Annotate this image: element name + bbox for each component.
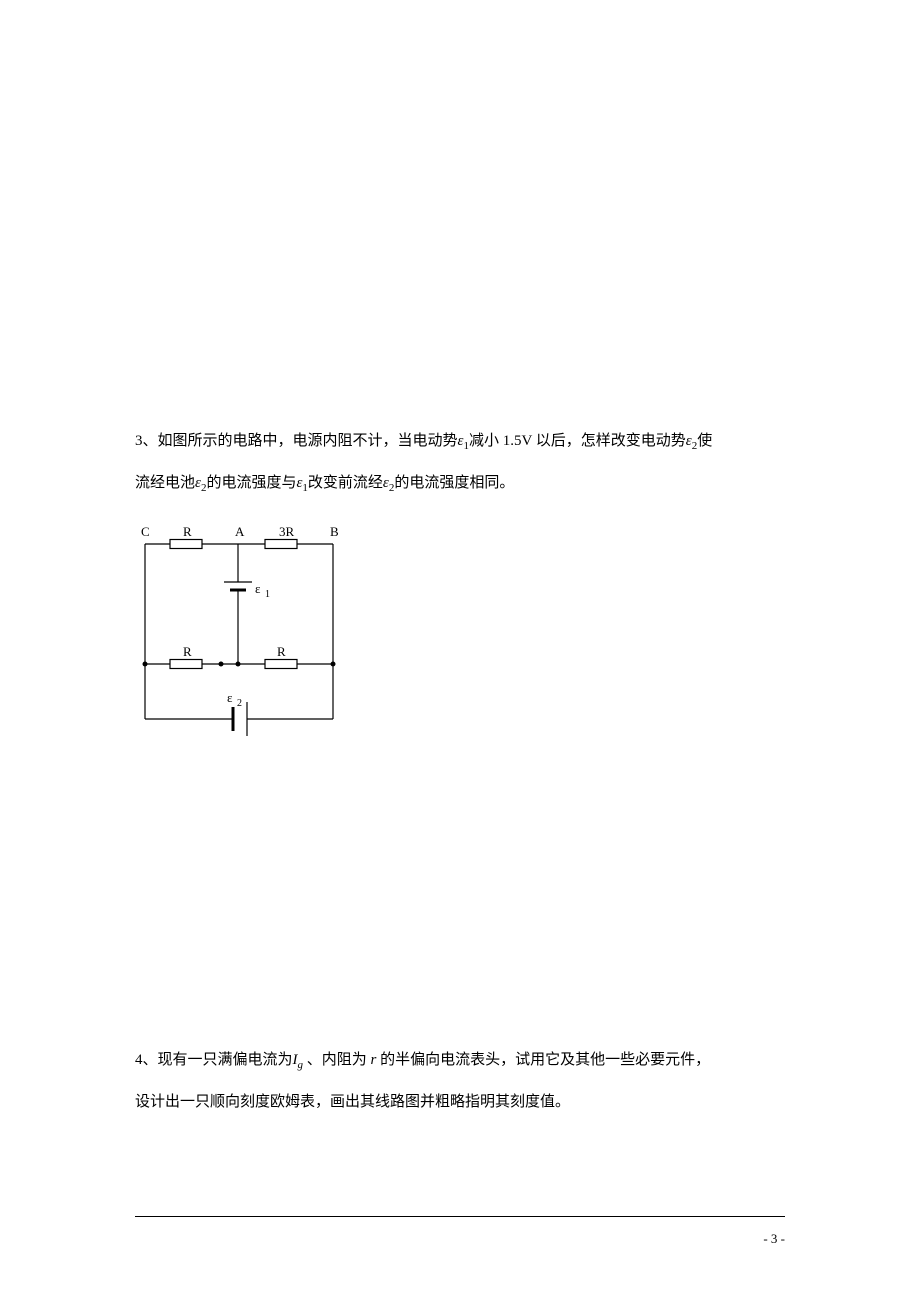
circuit-label-R3: R bbox=[277, 644, 286, 659]
p3-line1-part2: 减小 1.5V 以后，怎样改变电动势 bbox=[469, 433, 686, 449]
problem-3-number: 3、 bbox=[135, 433, 158, 449]
p3-line2-part3: 改变前流经 bbox=[308, 475, 383, 491]
page-number: - 3 - bbox=[763, 1231, 785, 1247]
p3-line1-part3: 使 bbox=[697, 433, 712, 449]
circuit-label-A: A bbox=[235, 524, 245, 539]
p4-part1: 现有一只满偏电流为 bbox=[158, 1052, 293, 1068]
circuit-label-C: C bbox=[141, 524, 150, 539]
circuit-label-R1: R bbox=[183, 524, 192, 539]
p3-line2-part4: 的电流强度相同。 bbox=[394, 475, 514, 491]
problem-3: 3、如图所示的电路中，电源内阻不计，当电动势ε1减小 1.5V 以后，怎样改变电… bbox=[135, 420, 785, 759]
page-footer bbox=[135, 1216, 785, 1217]
circuit-eps2-label: ε bbox=[227, 690, 233, 705]
problem-4-number: 4、 bbox=[135, 1052, 158, 1068]
circuit-label-3R: 3R bbox=[279, 524, 295, 539]
problem-4-text: 4、现有一只满偏电流为Ig 、内阻为 r 的半偏向电流表头，试用它及其他一些必要… bbox=[135, 1039, 785, 1081]
problem-3-text: 3、如图所示的电路中，电源内阻不计，当电动势ε1减小 1.5V 以后，怎样改变电… bbox=[135, 420, 785, 462]
circuit-eps1-sub: 1 bbox=[265, 589, 270, 600]
circuit-label-B: B bbox=[330, 524, 339, 539]
Ig-sub: g bbox=[298, 1059, 304, 1071]
p3-line1-part1: 如图所示的电路中，电源内阻不计，当电动势 bbox=[158, 433, 458, 449]
p4-part3: 的半偏向电流表头，试用它及其他一些必要元件， bbox=[380, 1052, 710, 1068]
circuit-label-R2: R bbox=[183, 644, 192, 659]
circuit-diagram: C A B R 3R ε bbox=[135, 524, 345, 754]
r-var: r bbox=[371, 1052, 377, 1068]
footer-line bbox=[135, 1216, 785, 1217]
p4-part2: 、内阻为 bbox=[307, 1052, 367, 1068]
p3-line2-part2: 的电流强度与 bbox=[206, 475, 296, 491]
problem-4-text-line2: 设计出一只顺向刻度欧姆表，画出其线路图并粗略指明其刻度值。 bbox=[135, 1081, 785, 1123]
problem-4: 4、现有一只满偏电流为Ig 、内阻为 r 的半偏向电流表头，试用它及其他一些必要… bbox=[135, 1039, 785, 1123]
page-content: 3、如图所示的电路中，电源内阻不计，当电动势ε1减小 1.5V 以后，怎样改变电… bbox=[0, 0, 920, 1123]
circuit-eps1-label: ε bbox=[255, 581, 261, 596]
p3-line2-part1: 流经电池 bbox=[135, 475, 195, 491]
problem-3-text-line2: 流经电池ε2的电流强度与ε1改变前流经ε2的电流强度相同。 bbox=[135, 462, 785, 504]
circuit-eps2-sub: 2 bbox=[237, 698, 242, 709]
p4-line2: 设计出一只顺向刻度欧姆表，画出其线路图并粗略指明其刻度值。 bbox=[135, 1094, 570, 1110]
